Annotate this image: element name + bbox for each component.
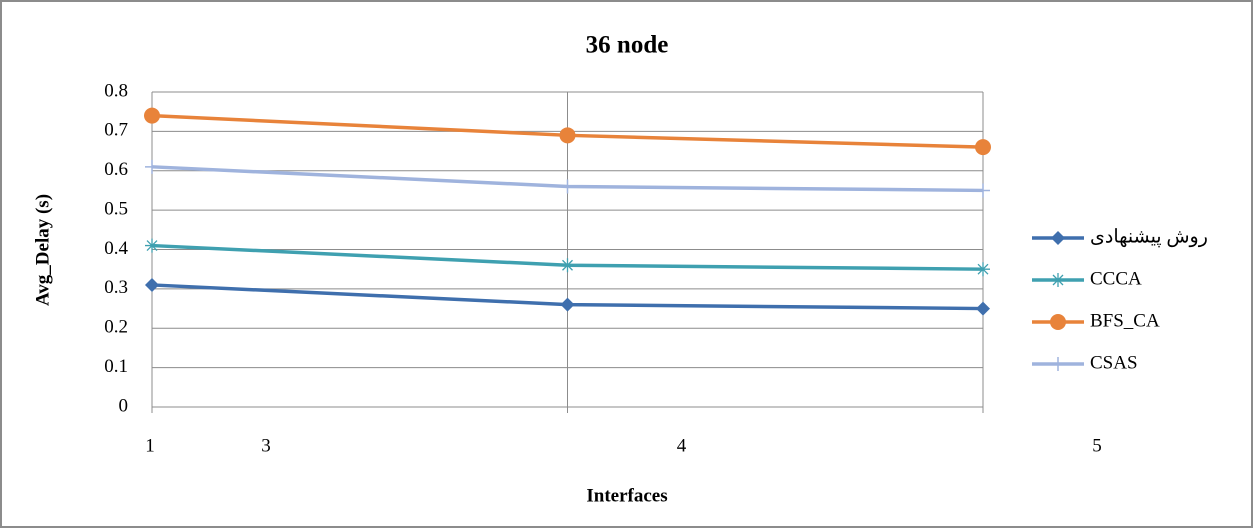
- marker: [1051, 273, 1065, 287]
- x-origin-label: 1: [145, 435, 155, 456]
- marker: [975, 139, 991, 156]
- y-tick-label: 0: [119, 395, 129, 416]
- marker: [145, 238, 159, 253]
- marker: [560, 258, 575, 273]
- marker: [1051, 357, 1065, 371]
- legend-label: CSAS: [1090, 352, 1138, 373]
- marker: [976, 183, 990, 198]
- marker: [976, 262, 990, 277]
- y-axis-label: Avg_Delay (s): [32, 194, 53, 306]
- marker: [1051, 231, 1065, 245]
- marker: [976, 301, 990, 316]
- marker: [1050, 314, 1066, 330]
- marker: [145, 159, 159, 174]
- x-tick-label: 3: [261, 435, 271, 456]
- y-tick-label: 0.4: [104, 238, 128, 259]
- y-tick-label: 0.8: [104, 80, 128, 101]
- y-tick-label: 0.2: [104, 317, 128, 338]
- marker: [560, 297, 575, 312]
- marker: [559, 127, 576, 144]
- marker: [145, 277, 159, 292]
- x-tick-label: 4: [677, 435, 687, 456]
- legend-label: BFS_CA: [1090, 310, 1160, 331]
- chart-title: 36 node: [586, 32, 669, 59]
- marker: [560, 179, 575, 194]
- y-tick-label: 0.7: [104, 120, 128, 141]
- y-tick-label: 0.6: [104, 159, 128, 180]
- legend-label: CCCA: [1090, 268, 1142, 289]
- marker: [144, 107, 160, 124]
- y-tick-label: 0.3: [104, 277, 128, 298]
- x-axis-label: Interfaces: [586, 485, 667, 506]
- legend-label: روش پیشنهادی: [1090, 226, 1208, 247]
- y-tick-label: 0.5: [104, 198, 128, 219]
- y-tick-label: 0.1: [104, 356, 128, 377]
- x-tick-label: 5: [1092, 435, 1102, 456]
